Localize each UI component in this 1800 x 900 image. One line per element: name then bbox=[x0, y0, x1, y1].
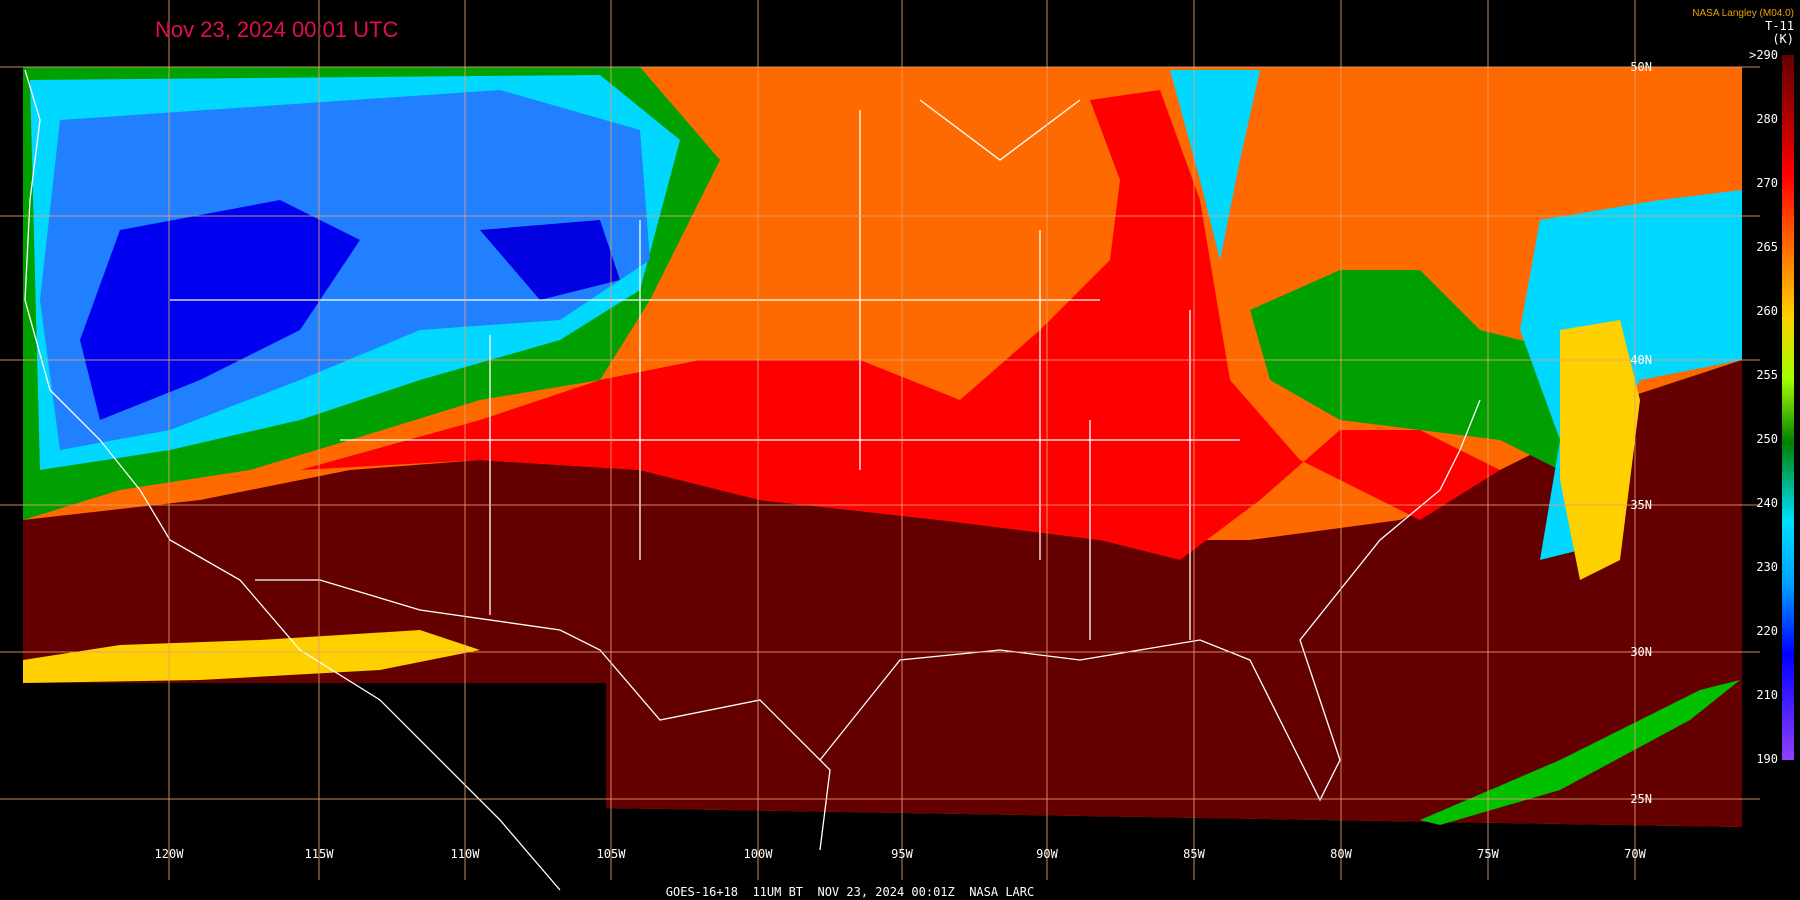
title: Nov 23, 2024 00:01 UTC bbox=[155, 17, 398, 42]
footer: GOES-16+18 11UM BT NOV 23, 2024 00:01Z N… bbox=[666, 885, 1034, 899]
warm-band bbox=[300, 90, 1500, 560]
longitude-label: 85W bbox=[1183, 847, 1205, 861]
graticule bbox=[0, 0, 1760, 880]
colorbar bbox=[1782, 55, 1794, 760]
colorbar-label: 265 bbox=[1756, 240, 1778, 254]
coastline bbox=[819, 399, 1481, 802]
longitude-label: 75W bbox=[1477, 847, 1499, 861]
clear-warm-surface bbox=[23, 360, 1742, 827]
borders bbox=[24, 69, 1481, 891]
coastline bbox=[24, 69, 561, 891]
frontal-cloud bbox=[1560, 320, 1640, 580]
colorbar-label: 230 bbox=[1756, 560, 1778, 574]
longitude-label: 120W bbox=[155, 847, 185, 861]
latitude-label: 35N bbox=[1630, 498, 1652, 512]
colorbar-label: 210 bbox=[1756, 688, 1778, 702]
frontal-cloud bbox=[1250, 270, 1600, 470]
colorbar-label: 240 bbox=[1756, 496, 1778, 510]
colorbar-label: 250 bbox=[1756, 432, 1778, 446]
cold-cloud-core bbox=[480, 220, 620, 300]
colorbar-label: >290 bbox=[1749, 48, 1778, 62]
colorbar-label: 190 bbox=[1756, 752, 1778, 766]
frontal-cloud bbox=[1170, 70, 1260, 260]
latitude-label: 50N bbox=[1630, 60, 1652, 74]
longitude-label: 80W bbox=[1330, 847, 1352, 861]
state-border bbox=[170, 99, 1240, 640]
colorbar-label: 255 bbox=[1756, 368, 1778, 382]
colorbar-label: 220 bbox=[1756, 624, 1778, 638]
longitude-label: 115W bbox=[305, 847, 335, 861]
colorbar-channel: T-11 bbox=[1765, 19, 1794, 33]
frontal-cloud bbox=[1420, 680, 1740, 825]
latitude-label: 25N bbox=[1630, 792, 1652, 806]
frontal-cloud bbox=[23, 630, 480, 683]
colorbar-label: 260 bbox=[1756, 304, 1778, 318]
imagery bbox=[23, 67, 1742, 827]
longitude-label: 105W bbox=[597, 847, 627, 861]
longitude-label: 100W bbox=[744, 847, 774, 861]
latitude-label: 40N bbox=[1630, 353, 1652, 367]
longitude-label: 110W bbox=[451, 847, 481, 861]
latitude-label: 30N bbox=[1630, 645, 1652, 659]
cold-cloud-core bbox=[80, 200, 360, 420]
credit: NASA Langley (M04.0) bbox=[1692, 8, 1794, 19]
colorbar-label: 270 bbox=[1756, 176, 1778, 190]
border bbox=[255, 579, 831, 851]
longitude-label: 90W bbox=[1036, 847, 1058, 861]
longitude-label: 95W bbox=[891, 847, 913, 861]
colorbar-label: 280 bbox=[1756, 112, 1778, 126]
colorbar-unit: (K) bbox=[1772, 32, 1794, 46]
longitude-label: 70W bbox=[1624, 847, 1646, 861]
